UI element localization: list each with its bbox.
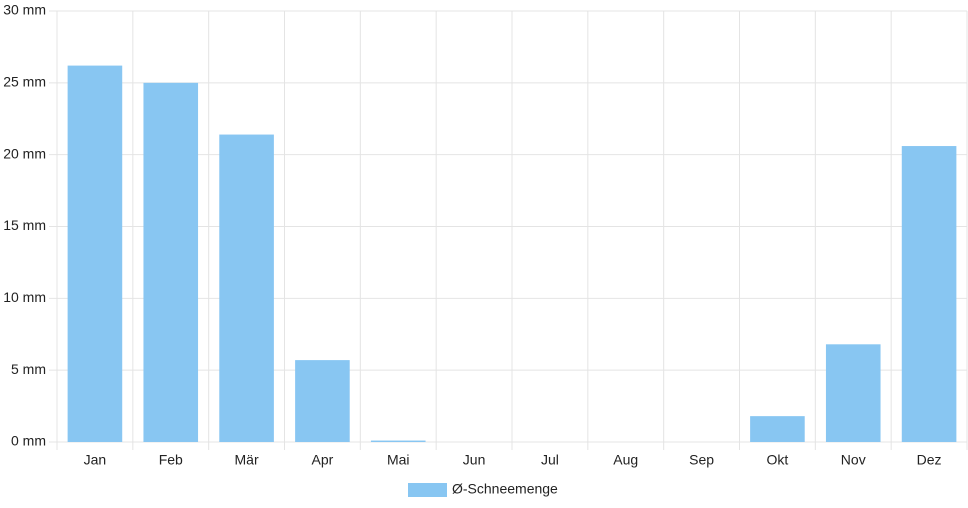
y-tick-label: 20 mm — [3, 145, 46, 161]
x-tick-label: Jun — [463, 452, 486, 468]
x-tick-label: Jan — [84, 452, 107, 468]
bar — [370, 440, 426, 442]
x-tick-label: Okt — [767, 452, 789, 468]
bar — [143, 82, 199, 442]
y-tick-label: 5 mm — [11, 361, 46, 377]
x-tick-label: Mai — [387, 452, 410, 468]
bar — [295, 360, 350, 442]
x-tick-label: Feb — [159, 452, 183, 468]
y-tick-label: 30 mm — [3, 2, 46, 18]
y-tick-label: 15 mm — [3, 217, 46, 233]
x-tick-label: Nov — [841, 452, 866, 468]
x-tick-label: Aug — [613, 452, 638, 468]
x-tick-label: Jul — [541, 452, 559, 468]
legend-swatch — [408, 483, 447, 497]
bar — [825, 344, 881, 442]
bar — [219, 134, 274, 442]
bar — [750, 416, 805, 442]
bar — [67, 65, 123, 443]
bar — [901, 146, 957, 442]
x-tick-label: Dez — [917, 452, 942, 468]
y-tick-label: 0 mm — [11, 433, 46, 449]
y-tick-label: 25 mm — [3, 74, 46, 90]
x-tick-label: Apr — [312, 452, 334, 468]
y-tick-label: 10 mm — [3, 289, 46, 305]
x-tick-label: Sep — [689, 452, 714, 468]
legend-label: Ø-Schneemenge — [452, 481, 558, 497]
x-tick-label: Mär — [235, 452, 259, 468]
